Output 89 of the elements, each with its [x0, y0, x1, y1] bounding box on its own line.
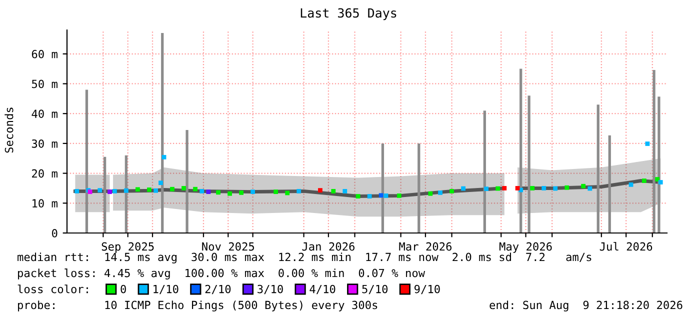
bar — [658, 96, 660, 233]
y-tick-label: 60 m — [32, 50, 58, 58]
point — [450, 189, 454, 194]
y-tick-label: 0 — [52, 229, 58, 238]
point — [461, 186, 466, 191]
point — [182, 186, 186, 190]
point — [342, 189, 348, 194]
y-tick-label: 40 m — [32, 110, 58, 118]
point — [588, 186, 592, 191]
x-tick-label: May 2026 — [499, 242, 552, 253]
bar — [161, 32, 164, 233]
point — [553, 186, 558, 191]
point — [200, 189, 204, 194]
point — [658, 180, 663, 184]
point — [515, 186, 520, 190]
bar — [528, 96, 530, 233]
x-tick-label: Sep 2025 — [102, 242, 154, 253]
point — [367, 194, 372, 198]
legend-label: 2/10 — [205, 284, 231, 294]
point — [356, 194, 360, 198]
point — [274, 190, 278, 194]
bar — [596, 104, 600, 233]
point — [239, 190, 244, 195]
x-tick-label: Jul 2026 — [600, 242, 652, 251]
y-tick-label: 30 m — [32, 139, 58, 148]
point — [318, 188, 322, 193]
text: end: Sun Aug 9 21:18:20 2026 — [490, 300, 682, 312]
bar — [652, 70, 656, 233]
y-tick-label: 50 m — [32, 80, 58, 88]
bar — [608, 135, 611, 233]
chart-title: Last 365 Days — [300, 8, 396, 20]
point — [112, 189, 117, 194]
point — [564, 185, 570, 190]
point — [438, 190, 442, 195]
point — [108, 190, 112, 194]
text: packet loss: 4.45 % avg 100.00 % max 0.00 % min 0.07 % now — [18, 268, 426, 280]
point — [642, 178, 646, 183]
x-tick-label: Nov 2025 — [202, 242, 254, 251]
point — [581, 184, 586, 188]
point — [158, 180, 163, 186]
bar — [104, 156, 106, 233]
point — [396, 193, 402, 198]
point — [193, 186, 198, 192]
point — [331, 189, 336, 194]
legend-title: loss color: — [18, 284, 88, 294]
point — [206, 190, 211, 194]
point — [147, 188, 152, 192]
legend-label: 3/10 — [258, 284, 283, 294]
point — [502, 186, 507, 190]
point — [296, 189, 302, 194]
point — [74, 189, 80, 194]
point — [484, 186, 489, 192]
legend-label: 9/10 — [414, 284, 440, 294]
point — [228, 191, 232, 196]
bar — [381, 143, 384, 233]
point — [378, 193, 384, 198]
point — [216, 190, 220, 195]
text: median rtt: 14.5 ms avg 30.0 ms max 12.2 ms min 17.7 ms now 2.0 ms sd 7.2 am/s — [18, 252, 592, 264]
point — [170, 186, 174, 192]
point — [285, 190, 290, 196]
point — [628, 182, 634, 187]
point — [542, 186, 546, 190]
bar — [520, 68, 522, 233]
bar — [483, 110, 486, 233]
point — [98, 188, 102, 193]
point — [136, 187, 140, 192]
x-tick-label: Jan 2026 — [302, 242, 354, 251]
point — [384, 193, 388, 198]
point — [655, 177, 660, 182]
legend-label: 4/10 — [310, 284, 336, 294]
y-tick-label: 10 m — [32, 199, 58, 208]
x-tick-label: Mar 2026 — [399, 242, 452, 251]
point — [154, 188, 158, 193]
legend-label: 1/10 — [154, 284, 178, 294]
legend-label: 5/10 — [362, 284, 388, 294]
point — [530, 186, 535, 190]
point — [496, 186, 500, 191]
y-tick-label: 20 m — [32, 169, 58, 178]
legend-label: 0 — [120, 284, 126, 294]
point — [645, 142, 650, 146]
text: probe: 10 ICMP Echo Pings (500 Bytes) every 300s — [18, 300, 378, 312]
y-axis-title: Seconds — [4, 108, 14, 153]
bar — [186, 130, 188, 233]
point — [124, 188, 128, 193]
point — [162, 154, 166, 160]
point — [428, 191, 433, 196]
bar — [85, 90, 88, 233]
bar — [418, 143, 420, 233]
point — [250, 190, 256, 194]
